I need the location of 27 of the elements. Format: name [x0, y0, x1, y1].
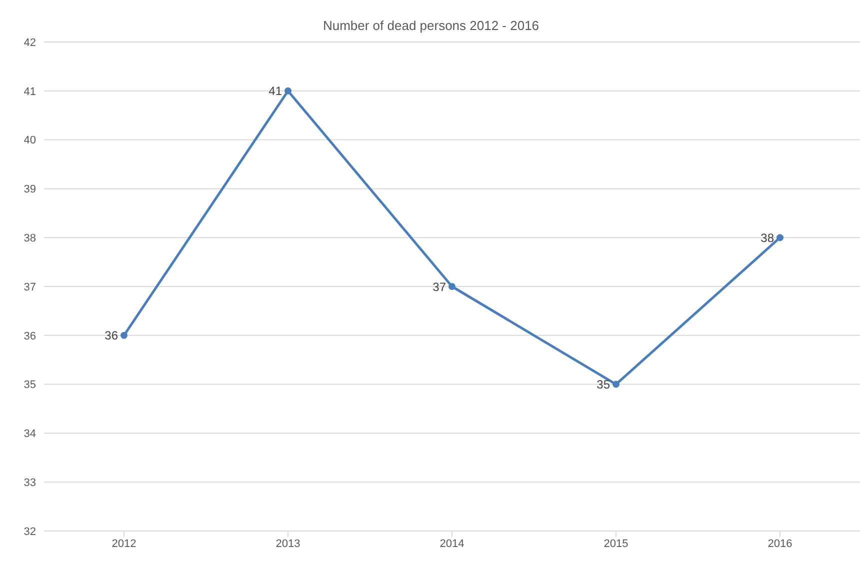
y-tick-label: 32 — [24, 526, 36, 538]
point — [448, 283, 456, 290]
y-tick-label: 35 — [24, 379, 36, 392]
data-label: 38 — [760, 230, 774, 245]
chart-title: Number of dead persons 2012 - 2016 — [322, 18, 540, 33]
x-tick-label: 2014 — [440, 538, 464, 550]
data-label: 36 — [104, 328, 118, 343]
y-tick-label: 34 — [24, 428, 36, 440]
y-tick-label: 40 — [24, 134, 36, 147]
point — [120, 332, 128, 339]
point — [284, 87, 292, 94]
y-tick-label: 36 — [24, 330, 36, 342]
data-label: 41 — [268, 84, 282, 98]
y-tick-label: 41 — [24, 86, 36, 98]
y-tick-label: 37 — [24, 281, 36, 294]
x-tick-label: 2012 — [112, 538, 136, 550]
y-tick-label: 39 — [24, 184, 36, 196]
y-tick-label: 42 — [24, 36, 36, 49]
point — [776, 234, 784, 242]
point — [612, 380, 620, 388]
x-tick-label: 2013 — [276, 538, 300, 550]
data-label: 37 — [432, 280, 446, 294]
x-tick-label: 2016 — [768, 538, 792, 550]
y-tick-label: 38 — [24, 232, 36, 245]
x-tick-label: 2015 — [604, 538, 628, 550]
y-tick-label: 33 — [24, 477, 36, 490]
data-label: 35 — [596, 378, 610, 392]
